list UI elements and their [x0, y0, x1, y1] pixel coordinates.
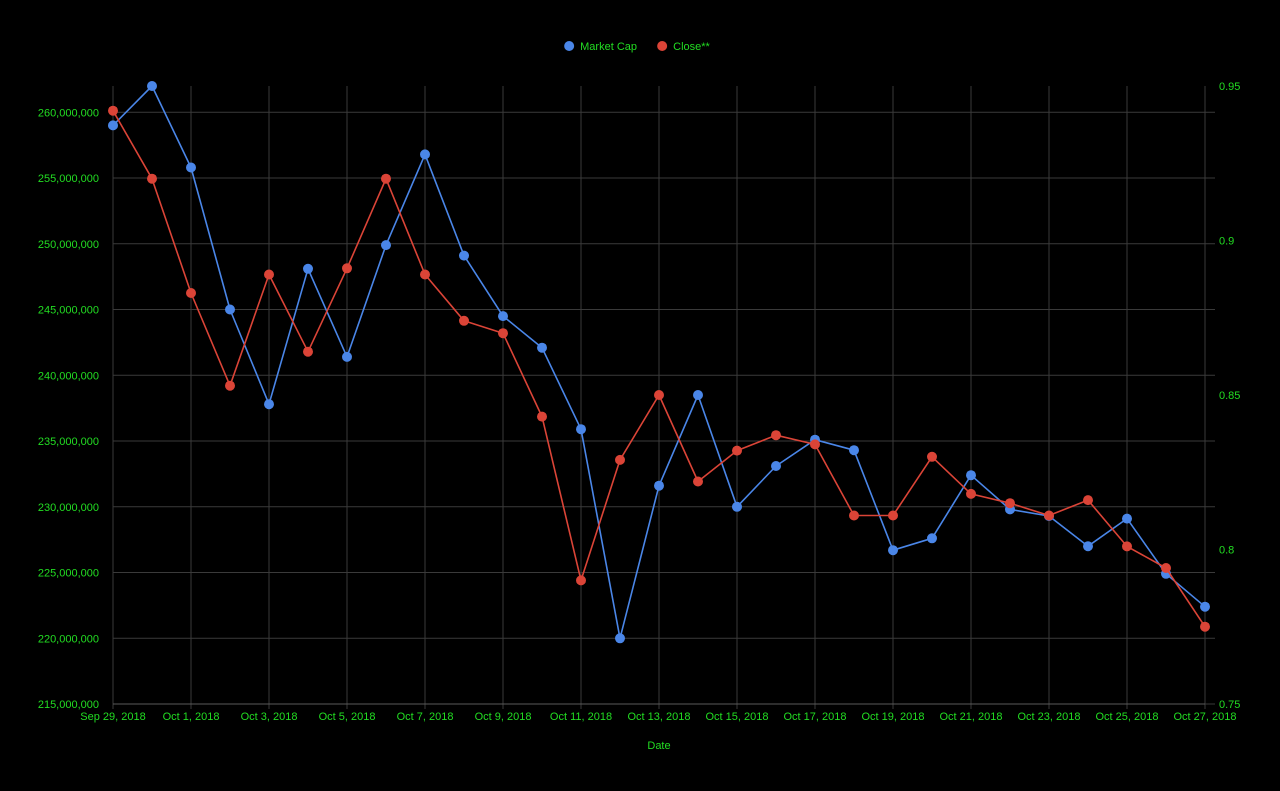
- data-point-market-cap: [654, 480, 664, 491]
- data-point-market-cap: [147, 81, 157, 91]
- y-left-axis: 215,000,000 220,000,000 225,000,000 230,000…: [38, 107, 99, 711]
- legend-item-market-cap[interactable]: Market Cap: [564, 41, 637, 53]
- y-left-tick-label: 220,000,000: [38, 633, 99, 645]
- y-left-tick-label: 240,000,000: [38, 370, 99, 382]
- data-point-close: [381, 173, 391, 184]
- x-tick-label: Oct 3, 2018: [241, 711, 298, 723]
- data-point-market-cap: [771, 461, 781, 471]
- data-point-close: [888, 510, 898, 521]
- data-point-close: [459, 315, 469, 326]
- data-point-market-cap: [1083, 541, 1093, 552]
- data-point-close: [654, 390, 664, 400]
- data-point-market-cap: [693, 390, 703, 400]
- data-point-market-cap: [420, 149, 430, 160]
- data-point-close: [1005, 498, 1015, 509]
- data-point-close: [1200, 621, 1210, 632]
- y-left-tick-label: 255,000,000: [38, 173, 99, 185]
- x-tick-label: Oct 21, 2018: [940, 711, 1003, 723]
- x-tick-label: Oct 1, 2018: [163, 711, 220, 723]
- data-point-close: [1044, 510, 1054, 521]
- x-tick-label: Oct 19, 2018: [862, 711, 925, 723]
- data-point-close: [1161, 563, 1171, 573]
- data-point-close: [693, 476, 703, 487]
- x-tick-label: Oct 11, 2018: [550, 711, 612, 723]
- data-point-close: [966, 488, 976, 499]
- data-point-close: [264, 269, 274, 280]
- y-right-tick-label: 0.8: [1219, 545, 1234, 557]
- x-tick-label: Oct 15, 2018: [706, 711, 769, 723]
- data-point-close: [537, 411, 547, 422]
- data-point-close: [615, 454, 625, 465]
- y-right-axis: 0.75 0.8 0.85 0.9 0.95: [1219, 81, 1240, 711]
- y-left-tick-label: 260,000,000: [38, 107, 99, 119]
- data-point-market-cap: [888, 545, 898, 556]
- y-right-tick-label: 0.9: [1219, 236, 1234, 248]
- x-tick-label: Oct 23, 2018: [1018, 711, 1081, 723]
- data-point-market-cap: [966, 470, 976, 481]
- data-point-market-cap: [849, 445, 859, 456]
- data-point-market-cap: [459, 250, 469, 261]
- data-point-market-cap: [1200, 601, 1210, 612]
- legend-swatch: [564, 41, 575, 51]
- data-point-close: [771, 430, 781, 441]
- data-point-market-cap: [537, 342, 547, 353]
- legend-swatch: [657, 41, 668, 51]
- data-point-close: [147, 173, 157, 184]
- data-point-close: [849, 510, 859, 521]
- x-tick-label: Oct 9, 2018: [475, 711, 532, 723]
- y-left-tick-label: 230,000,000: [38, 502, 99, 514]
- data-point-close: [927, 451, 937, 462]
- legend-label: Market Cap: [580, 41, 637, 53]
- data-point-market-cap: [303, 263, 313, 274]
- data-point-close: [810, 439, 820, 450]
- x-axis-title: Date: [647, 740, 670, 752]
- y-left-tick-label: 235,000,000: [38, 436, 99, 448]
- data-point-close: [576, 575, 586, 586]
- y-right-tick-label: 0.85: [1219, 390, 1240, 402]
- y-right-tick-label: 0.75: [1219, 699, 1240, 711]
- data-point-market-cap: [225, 304, 235, 315]
- data-point-close: [108, 105, 118, 116]
- x-tick-label: Oct 7, 2018: [397, 711, 454, 723]
- data-point-close: [186, 288, 196, 298]
- x-tick-label: Oct 13, 2018: [628, 711, 691, 723]
- y-left-tick-label: 250,000,000: [38, 239, 99, 251]
- data-point-market-cap: [615, 633, 625, 644]
- legend-item-close[interactable]: Close**: [657, 41, 711, 53]
- data-point-market-cap: [927, 533, 937, 544]
- series-layer: [108, 81, 1210, 644]
- data-point-close: [303, 346, 313, 357]
- data-point-close: [1083, 495, 1093, 506]
- data-point-close: [225, 380, 235, 391]
- data-point-close: [1122, 541, 1132, 552]
- data-point-market-cap: [381, 240, 391, 251]
- data-point-market-cap: [732, 501, 742, 512]
- data-point-close: [342, 263, 352, 274]
- series-close: [108, 105, 1210, 632]
- y-left-tick-label: 215,000,000: [38, 699, 99, 711]
- y-right-tick-label: 0.95: [1219, 81, 1240, 93]
- data-point-market-cap: [576, 424, 586, 435]
- data-point-market-cap: [498, 311, 508, 322]
- x-tick-label: Oct 5, 2018: [319, 711, 376, 723]
- y-left-tick-label: 245,000,000: [38, 305, 99, 317]
- data-point-market-cap: [186, 162, 196, 173]
- x-tick-label: Oct 27, 2018: [1174, 711, 1237, 723]
- x-tick-label: Oct 17, 2018: [784, 711, 847, 723]
- data-point-close: [732, 445, 742, 456]
- x-tick-label: Oct 25, 2018: [1096, 711, 1159, 723]
- data-point-close: [498, 328, 508, 339]
- data-point-market-cap: [342, 351, 352, 362]
- x-tick-label: Sep 29, 2018: [80, 711, 145, 723]
- data-point-close: [420, 269, 430, 280]
- legend-label: Close**: [673, 41, 710, 53]
- x-axis: Sep 29, 2018 Oct 1, 2018 Oct 3, 2018 Oct 5,…: [80, 711, 1236, 723]
- data-point-market-cap: [108, 120, 118, 131]
- data-point-market-cap: [1122, 513, 1132, 524]
- y-left-tick-label: 225,000,000: [38, 568, 99, 580]
- data-point-market-cap: [264, 399, 274, 410]
- legend: Market Cap Close**: [564, 41, 711, 53]
